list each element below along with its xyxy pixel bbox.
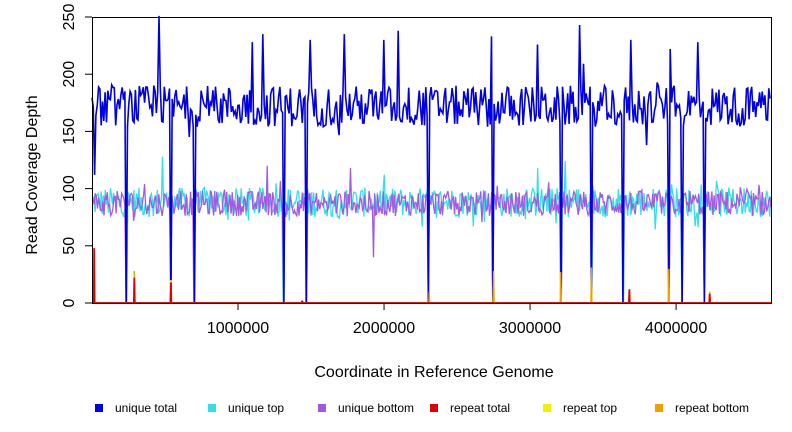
x-tick-label: 3000000 [499,320,561,337]
series-line-unique-total [91,15,771,304]
x-axis-title: Coordinate in Reference Genome [314,364,553,381]
legend-label-repeat-bottom: repeat bottom [675,401,749,415]
y-tick-label: 150 [61,118,78,145]
x-tick-label: 2000000 [353,320,415,337]
legend-label-repeat-top: repeat top [563,401,617,415]
x-tick-label: 1000000 [207,320,269,337]
y-tick-label: 250 [61,4,78,31]
y-axis-title: Read Coverage Depth [24,95,41,254]
y-tick-label: 200 [61,61,78,88]
legend-label-unique-top: unique top [228,401,284,415]
legend-label-repeat-total: repeat total [450,401,510,415]
x-axis: 1000000 2000000 3000000 4000000 [207,303,707,337]
legend-swatch-repeat-top [543,404,551,412]
y-tick-label: 100 [61,175,78,202]
y-tick-label: 0 [61,298,78,307]
x-tick-label: 4000000 [645,320,707,337]
legend: unique total unique top unique bottom repea… [95,401,749,415]
legend-swatch-unique-bottom [318,404,326,412]
plot-frame [92,17,772,304]
series-line-unique-bottom [91,165,772,304]
legend-label-unique-bottom: unique bottom [338,401,414,415]
y-axis: 0 50 100 150 200 250 [61,4,92,307]
legend-swatch-unique-top [208,404,216,412]
legend-swatch-repeat-bottom [655,404,663,412]
y-tick-label: 50 [61,237,78,255]
legend-label-unique-total: unique total [115,401,177,415]
legend-swatch-unique-total [95,404,103,412]
legend-swatch-repeat-total [430,404,438,412]
